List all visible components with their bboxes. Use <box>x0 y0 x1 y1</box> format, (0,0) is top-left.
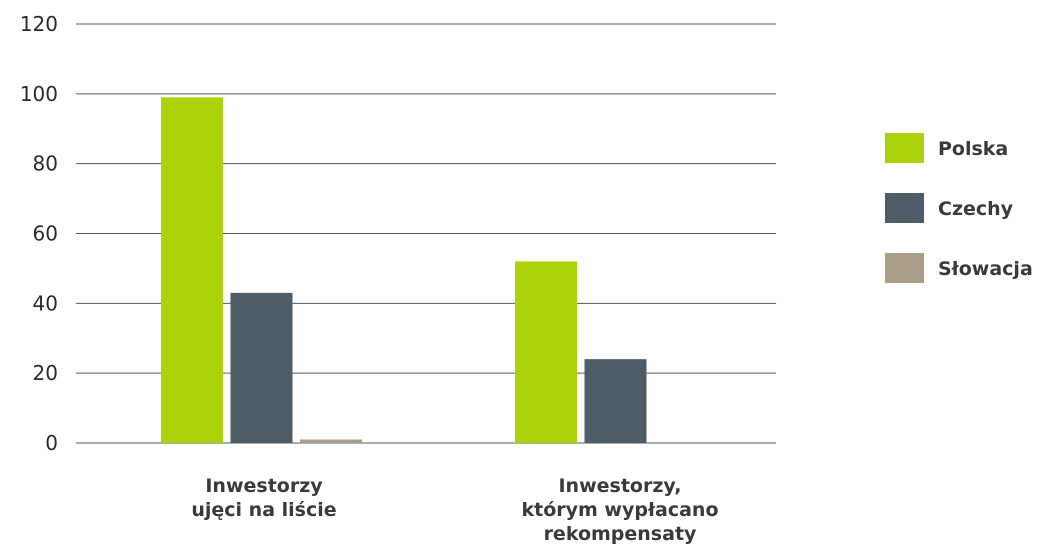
bar-polska <box>515 261 577 443</box>
x-category-label: rekompensaty <box>544 523 697 545</box>
y-tick-label: 100 <box>20 82 58 106</box>
legend-label: Słowacja <box>938 258 1033 280</box>
y-tick-label: 20 <box>33 361 58 385</box>
y-tick-label: 60 <box>33 222 58 246</box>
bar-polska <box>161 97 223 443</box>
y-tick-label: 80 <box>33 152 58 176</box>
legend-label: Czechy <box>938 198 1014 220</box>
x-category-label: Inwestorzy, <box>558 475 681 497</box>
bar-czechy <box>230 292 293 443</box>
bar-czechy <box>584 359 647 443</box>
legend-swatch-słowacja <box>885 253 924 283</box>
x-category-label: Inwestorzy <box>205 475 323 497</box>
legend-swatch-czechy <box>885 193 924 223</box>
y-tick-label: 0 <box>45 431 58 455</box>
legend-swatch-polska <box>885 133 924 163</box>
x-category-label: którym wypłacano <box>521 499 718 521</box>
x-category-label: ujęci na liście <box>191 499 336 521</box>
y-tick-label: 120 <box>20 12 58 36</box>
bar-słowacja <box>300 439 362 443</box>
y-tick-label: 40 <box>33 291 58 315</box>
legend-label: Polska <box>938 138 1008 160</box>
